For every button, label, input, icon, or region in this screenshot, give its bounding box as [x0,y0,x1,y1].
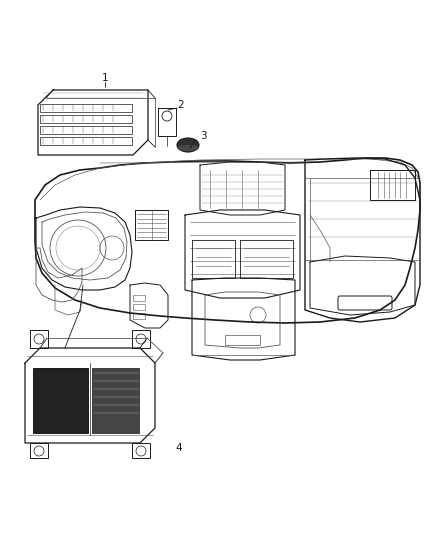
Bar [33,368,88,433]
Bar [133,313,145,319]
Bar [30,330,48,348]
Bar [40,126,132,134]
Text: 3: 3 [200,131,207,141]
Ellipse shape [177,145,199,151]
Bar [133,295,145,301]
Text: 1: 1 [102,73,108,83]
Bar [40,115,132,123]
Bar [40,104,132,112]
Ellipse shape [177,138,199,152]
Bar [40,137,132,145]
Text: 4: 4 [175,443,182,453]
Bar [30,443,48,458]
Bar [225,335,260,345]
Text: 2: 2 [177,100,184,110]
Bar [132,443,150,458]
Bar [133,304,145,310]
Bar [132,330,150,348]
Bar [92,368,139,433]
